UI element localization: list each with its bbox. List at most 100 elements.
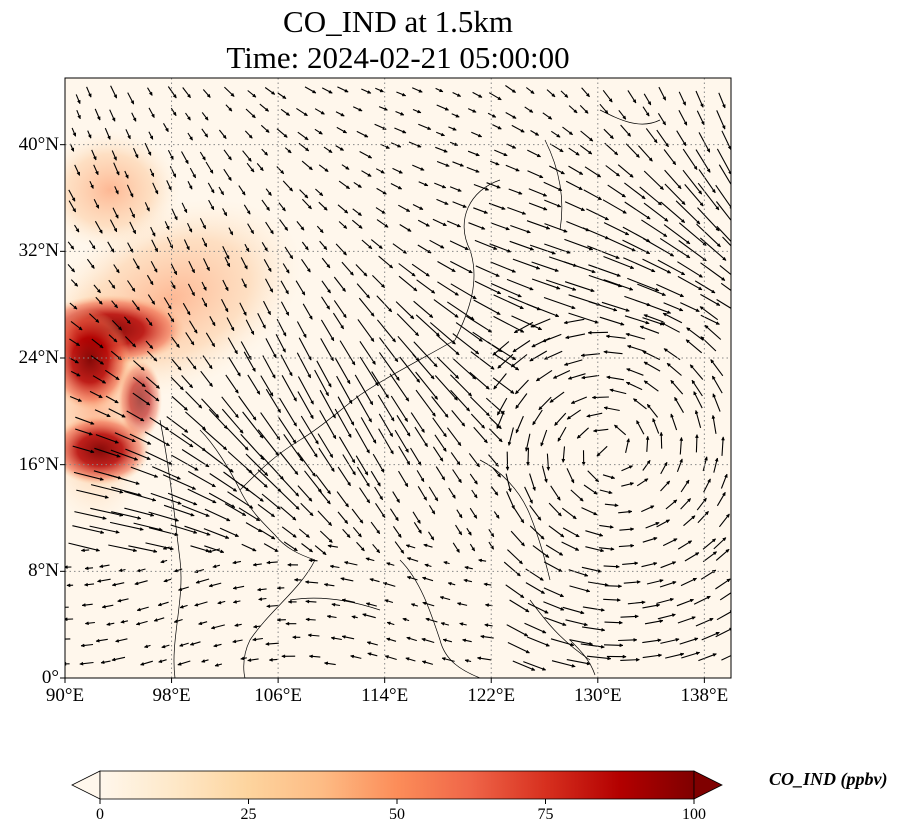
wind-vector-head <box>208 364 213 370</box>
wind-vector-head <box>330 636 335 641</box>
wind-vector <box>260 412 281 441</box>
wind-vector-head <box>72 132 77 137</box>
wind-vector-head <box>304 580 309 585</box>
wind-vector-head <box>580 353 585 358</box>
wind-vector-head <box>101 379 107 384</box>
x-tick-label: 106°E <box>254 685 302 706</box>
wind-vector-head <box>324 168 329 172</box>
wind-vector-head <box>167 305 172 310</box>
wind-vector-head <box>139 527 144 531</box>
wind-vector <box>240 433 265 461</box>
x-tick-label: 122°E <box>467 685 516 706</box>
wind-vector-head <box>505 466 510 471</box>
wind-vector-head <box>264 247 268 252</box>
wind-vector-head <box>648 157 653 162</box>
wind-vector <box>608 238 636 252</box>
wind-vector <box>434 434 447 452</box>
wind-vector-head <box>570 479 575 484</box>
wind-vector <box>716 148 731 175</box>
wind-vector-head <box>420 477 425 483</box>
wind-vector <box>512 340 531 353</box>
wind-vector-head <box>424 182 429 187</box>
wind-vector <box>544 616 567 626</box>
wind-vector <box>436 334 460 356</box>
wind-vector <box>320 319 335 342</box>
wind-vector-head <box>515 167 520 172</box>
wind-vector-head <box>680 218 686 223</box>
gridlines <box>65 78 731 678</box>
wind-vector-head <box>293 547 298 552</box>
wind-vector-head <box>580 610 585 615</box>
wind-vector-head <box>308 548 314 553</box>
wind-vector-head <box>203 242 207 248</box>
colorbar-body <box>99 770 695 800</box>
wind-vector-head <box>625 332 630 337</box>
wind-vector-head <box>528 108 534 113</box>
wind-vector-head <box>622 115 627 120</box>
wind-vector <box>543 587 564 598</box>
wind-vector-head <box>441 476 446 481</box>
wind-vector-head <box>205 463 210 468</box>
wind-vector-head <box>202 286 207 292</box>
wind-vector-head <box>189 443 194 448</box>
wind-vector-head <box>472 295 477 300</box>
wind-vector <box>316 360 332 388</box>
wind-vector <box>696 223 721 248</box>
wind-vector <box>151 466 181 480</box>
wind-vector-head <box>288 371 293 377</box>
wind-vector-head <box>382 190 387 195</box>
wind-vector-head <box>369 578 374 582</box>
wind-vector-head <box>304 194 309 199</box>
wind-vector-head <box>113 338 118 343</box>
wind-vector-head <box>345 185 351 190</box>
wind-vector-head <box>234 533 240 537</box>
wind-vector-head <box>721 276 726 281</box>
wind-vector <box>208 409 228 430</box>
wind-vector-head <box>366 499 371 504</box>
wind-vector-head <box>628 465 634 469</box>
wind-vector-head <box>365 602 371 607</box>
wind-vector <box>512 660 536 671</box>
wind-vector-head <box>319 228 324 234</box>
wind-vector-head <box>698 286 703 291</box>
wind-vector-head <box>456 93 462 97</box>
wind-vector-head <box>341 635 346 639</box>
wind-vector-head <box>240 656 245 661</box>
wind-vector-head <box>609 388 614 393</box>
wind-vector-head <box>629 173 634 178</box>
wind-vector-head <box>281 654 286 659</box>
wind-vector-head <box>600 548 605 553</box>
wind-vector-head <box>208 583 213 588</box>
wind-vector-head <box>636 580 641 584</box>
wind-vector <box>510 224 531 234</box>
wind-vector <box>415 389 436 417</box>
wind-vector <box>246 468 268 488</box>
wind-vector-head <box>165 225 170 231</box>
wind-vector-head <box>628 509 633 514</box>
wind-vector-head <box>276 586 281 590</box>
wind-vector <box>260 375 274 397</box>
wind-vector-head <box>490 545 494 550</box>
wind-vector-head <box>244 446 249 451</box>
wind-vector-head <box>566 415 572 420</box>
wind-vector-head <box>190 512 195 517</box>
wind-vector-head <box>308 558 313 563</box>
wind-vector <box>114 432 136 443</box>
wind-vector-head <box>510 363 516 368</box>
wind-vector-head <box>404 482 409 488</box>
wind-vector <box>493 353 520 371</box>
wind-vector-head <box>596 452 601 457</box>
wind-vector <box>280 354 293 377</box>
wind-vector-head <box>585 92 590 98</box>
wind-vector <box>659 237 691 259</box>
wind-vector-head <box>380 169 385 174</box>
wind-vector-head <box>711 538 717 543</box>
wind-vector-head <box>515 429 520 434</box>
wind-vector-head <box>73 282 79 287</box>
wind-vector-head <box>146 207 150 212</box>
y-tick-label: 16°N <box>18 453 59 475</box>
wind-vector-head <box>226 262 230 268</box>
wind-vector <box>525 582 545 594</box>
wind-vector-head <box>646 459 651 465</box>
wind-vector-head <box>397 533 402 538</box>
